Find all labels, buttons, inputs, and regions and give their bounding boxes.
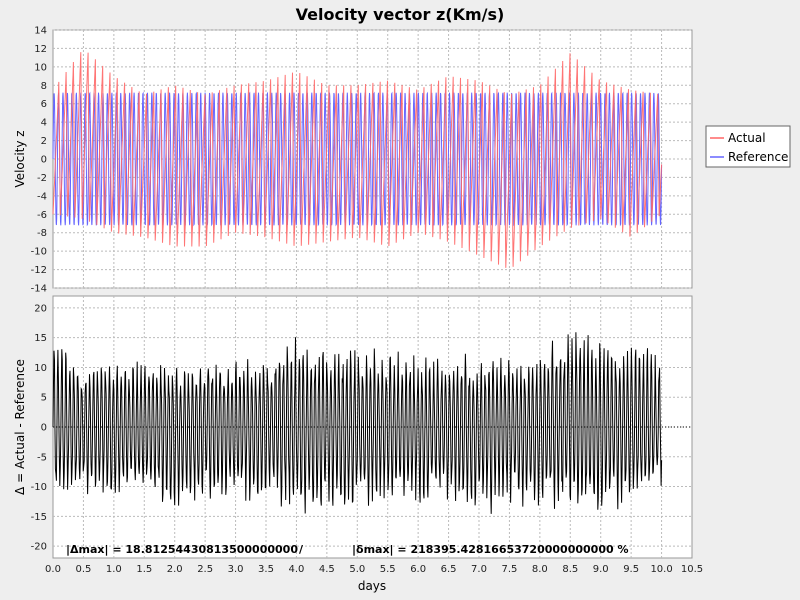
x-tick-label: 8.5 (562, 564, 578, 575)
y-tick-label: 4 (41, 118, 47, 129)
y-tick-label: -8 (37, 228, 47, 239)
x-tick-label: 3.0 (228, 564, 244, 575)
y-tick-label: -2 (37, 173, 47, 184)
y-tick-label: -4 (37, 191, 47, 202)
relative-max-stat: |δmax| = 218395.42816653720000000000 % (352, 543, 628, 556)
x-axis-label: days (358, 579, 386, 593)
y-tick-label: 5 (41, 393, 47, 404)
x-tick-label: 6.0 (410, 564, 426, 575)
x-tick-label: 3.5 (258, 564, 274, 575)
x-tick-label: 10.5 (681, 564, 703, 575)
chart-title: Velocity vector z(Km/s) (296, 5, 505, 24)
y-tick-label: -20 (31, 542, 47, 553)
x-tick-label: 0.5 (75, 564, 91, 575)
y-tick-label: 2 (41, 136, 47, 147)
x-tick-label: 4.5 (319, 564, 335, 575)
x-tick-label: 7.5 (501, 564, 517, 575)
delta-y-ticks: -20 -15 -10 -5 0 5 10 15 20 (31, 303, 47, 552)
velocity-series (52, 52, 663, 268)
y-tick-label: -12 (31, 265, 47, 276)
y-tick-label: -10 (31, 247, 47, 258)
delta-series-line (52, 332, 663, 514)
x-tick-label: 1.0 (106, 564, 122, 575)
x-tick-label: 1.5 (136, 564, 152, 575)
x-tick-label: 2.0 (167, 564, 183, 575)
legend-actual-label: Actual (728, 131, 766, 145)
x-tick-label: 10.0 (650, 564, 672, 575)
stats-separator: / (299, 543, 304, 556)
delta-series (52, 332, 692, 514)
x-tick-label: 7.0 (471, 564, 487, 575)
y-tick-label: -6 (37, 210, 47, 221)
delta-y-axis-label: Δ = Actual - Reference (13, 359, 27, 495)
x-tick-label: 2.5 (197, 564, 213, 575)
x-tick-label: 6.5 (441, 564, 457, 575)
y-tick-label: -10 (31, 482, 47, 493)
delta-max-stat: |Δmax| = 18.81254430813500000000 (66, 543, 298, 556)
y-tick-label: 10 (34, 62, 47, 73)
y-tick-label: -5 (37, 452, 47, 463)
y-tick-label: -15 (31, 512, 47, 523)
y-tick-label: 10 (34, 363, 47, 374)
y-tick-label: 14 (34, 26, 47, 37)
x-tick-label: 0.0 (45, 564, 61, 575)
velocity-y-axis-label: Velocity z (13, 130, 27, 187)
x-tick-label: 5.0 (349, 564, 365, 575)
y-tick-label: -14 (31, 284, 47, 295)
y-tick-label: 0 (41, 155, 47, 166)
y-tick-label: 6 (41, 99, 47, 110)
x-tick-label: 8.0 (532, 564, 548, 575)
legend-reference-label: Reference (728, 150, 788, 164)
y-tick-label: 0 (41, 423, 47, 434)
legend: Actual Reference (705, 125, 791, 168)
reference-series-line (52, 91, 663, 227)
x-ticks: 0.0 0.5 1.0 1.5 2.0 2.5 3.0 3.5 4.0 4.5 5.0 5.5 6.0 6… (45, 564, 703, 575)
x-tick-label: 5.5 (380, 564, 396, 575)
velocity-y-ticks: -14 -12 -10 -8 -6 -4 -2 0 2 4 6 8 10 12 14 (31, 26, 47, 295)
y-tick-label: 15 (34, 333, 47, 344)
y-tick-label: 20 (34, 303, 47, 314)
actual-series-line (52, 52, 663, 268)
y-tick-label: 8 (41, 81, 47, 92)
x-tick-label: 9.0 (593, 564, 609, 575)
x-tick-label: 4.0 (288, 564, 304, 575)
x-tick-label: 9.5 (623, 564, 639, 575)
y-tick-label: 12 (34, 44, 47, 55)
